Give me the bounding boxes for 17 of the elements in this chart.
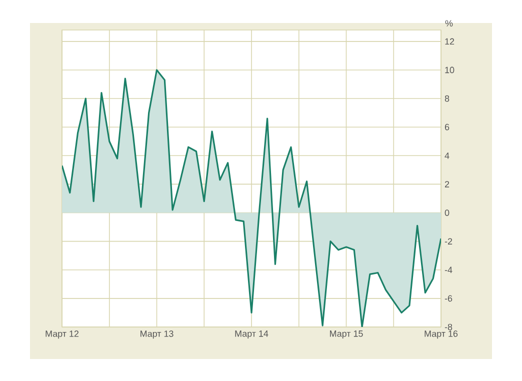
x-tick-label: Март 14 <box>235 330 268 339</box>
y-tick-label: -4 <box>444 266 452 273</box>
y-tick-label: -6 <box>444 295 452 302</box>
y-tick-label: -2 <box>444 238 452 244</box>
y-tick-label: 10 <box>445 66 454 74</box>
x-tick-label: Март 15 <box>330 330 363 339</box>
x-tick-label: Март 16 <box>424 330 458 339</box>
x-tick-label: Март 12 <box>46 330 79 339</box>
y-tick-label: 4 <box>444 152 450 159</box>
y-tick-label: 12 <box>445 38 454 45</box>
y-axis-title: % <box>445 20 453 26</box>
y-tick-label: 2 <box>444 181 450 188</box>
y-tick-label: 6 <box>444 124 450 130</box>
x-tick-label: Март 13 <box>140 330 174 339</box>
y-tick-label: -8 <box>444 324 452 330</box>
y-tick-label: 8 <box>444 95 450 102</box>
y-tick-label: 0 <box>444 210 450 216</box>
